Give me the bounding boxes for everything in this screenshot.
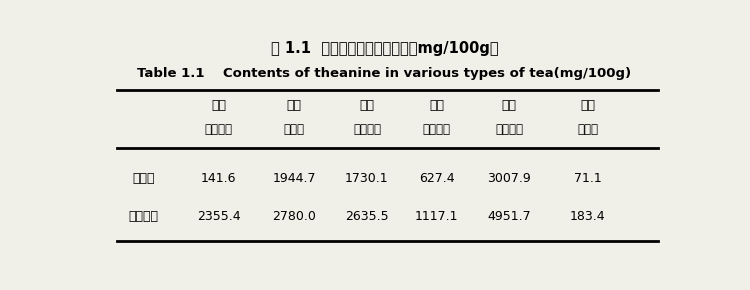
Text: 普洱茶: 普洱茶 xyxy=(578,123,598,136)
Text: 表 1.1  各类茶中茶氨酸的含量（mg/100g）: 表 1.1 各类茶中茶氨酸的含量（mg/100g） xyxy=(271,41,498,57)
Text: 2635.5: 2635.5 xyxy=(345,210,388,223)
Text: 2780.0: 2780.0 xyxy=(272,210,316,223)
Text: 祁门红茶: 祁门红茶 xyxy=(205,123,232,136)
Text: 1944.7: 1944.7 xyxy=(272,172,316,185)
Text: 白毫银针: 白毫银针 xyxy=(495,123,524,136)
Text: 红茶: 红茶 xyxy=(211,99,226,112)
Text: 141.6: 141.6 xyxy=(201,172,236,185)
Text: 茶氨酸: 茶氨酸 xyxy=(132,172,154,185)
Text: 1117.1: 1117.1 xyxy=(415,210,458,223)
Text: 4951.7: 4951.7 xyxy=(488,210,531,223)
Text: 总氨基酸: 总氨基酸 xyxy=(128,210,158,223)
Text: Table 1.1    Contents of theanine in various types of tea(mg/100g): Table 1.1 Contents of theanine in variou… xyxy=(137,67,632,80)
Text: 3007.9: 3007.9 xyxy=(488,172,531,185)
Text: 绿茶: 绿茶 xyxy=(286,99,302,112)
Text: 183.4: 183.4 xyxy=(570,210,606,223)
Text: 1730.1: 1730.1 xyxy=(345,172,388,185)
Text: 武夷岩茶: 武夷岩茶 xyxy=(423,123,451,136)
Text: 青茶: 青茶 xyxy=(429,99,444,112)
Text: 黑茶: 黑茶 xyxy=(580,99,596,112)
Text: 2355.4: 2355.4 xyxy=(197,210,241,223)
Text: 71.1: 71.1 xyxy=(574,172,602,185)
Text: 松萝茶: 松萝茶 xyxy=(284,123,304,136)
Text: 黄茶: 黄茶 xyxy=(359,99,374,112)
Text: 蒙顶黄茶: 蒙顶黄茶 xyxy=(353,123,381,136)
Text: 627.4: 627.4 xyxy=(419,172,454,185)
Text: 白茶: 白茶 xyxy=(502,99,517,112)
